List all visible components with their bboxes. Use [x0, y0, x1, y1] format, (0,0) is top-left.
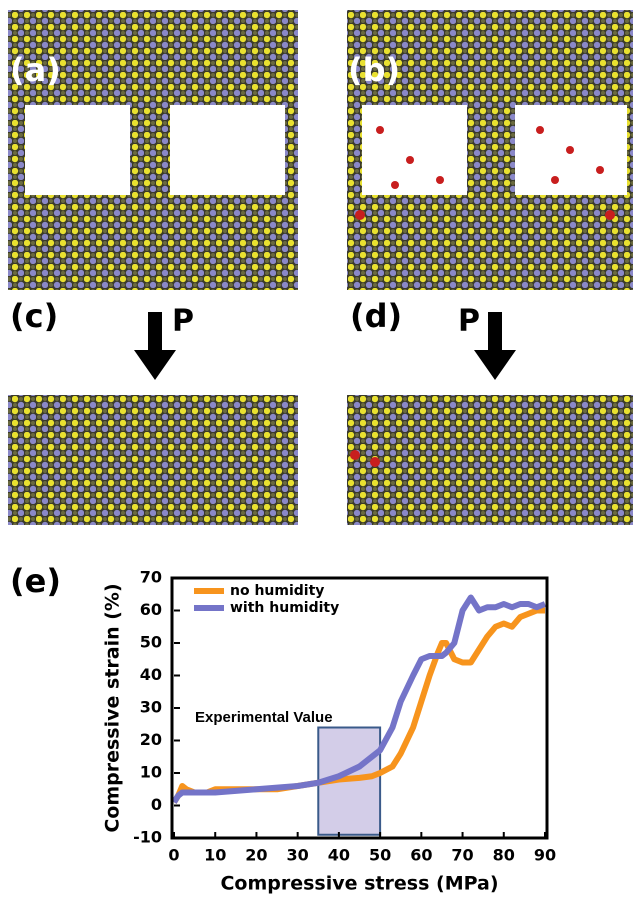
x-tick-label: 70	[451, 846, 473, 865]
x-axis-label: Compressive stress (MPa)	[220, 873, 498, 895]
x-tick-label: 20	[245, 846, 267, 865]
panel-label: (a)	[10, 51, 61, 89]
x-tick-label: 90	[534, 846, 556, 865]
x-tick-label: 50	[369, 846, 391, 865]
arrow-label: P	[458, 304, 480, 339]
panel-label: (d)	[350, 297, 402, 335]
y-axis-label: Compressive strain (%)	[102, 583, 124, 832]
y-tick-label: 30	[140, 698, 162, 717]
y-tick-label: 60	[140, 600, 162, 619]
x-tick-label: 10	[204, 846, 226, 865]
y-tick-label: 40	[140, 665, 162, 684]
legend-label: no humidity	[230, 583, 324, 599]
legend-label: with humidity	[230, 600, 339, 616]
y-tick-label: 0	[151, 795, 162, 814]
snapshot-c	[8, 395, 298, 525]
arrow	[474, 312, 516, 380]
snapshot-d	[347, 395, 633, 525]
x-tick-label: 80	[493, 846, 515, 865]
panel-label: (e)	[10, 562, 61, 600]
figure: (a) (b) (c) (d) P P (e) Experimental Valu…	[0, 0, 633, 897]
arrow-label: P	[172, 304, 194, 339]
annotation: Experimental Value	[195, 709, 333, 726]
x-tick-label: 30	[287, 846, 309, 865]
y-tick-label: 70	[140, 568, 162, 587]
x-tick-label: 0	[168, 846, 179, 865]
x-tick-label: 40	[328, 846, 350, 865]
x-tick-label: 60	[410, 846, 432, 865]
arrow	[134, 312, 176, 380]
y-tick-label: -10	[133, 828, 162, 847]
panel-label: (b)	[348, 51, 400, 89]
y-tick-label: 50	[140, 633, 162, 652]
y-tick-label: 10	[140, 763, 162, 782]
panel-label: (c)	[10, 297, 58, 335]
y-tick-label: 20	[140, 730, 162, 749]
